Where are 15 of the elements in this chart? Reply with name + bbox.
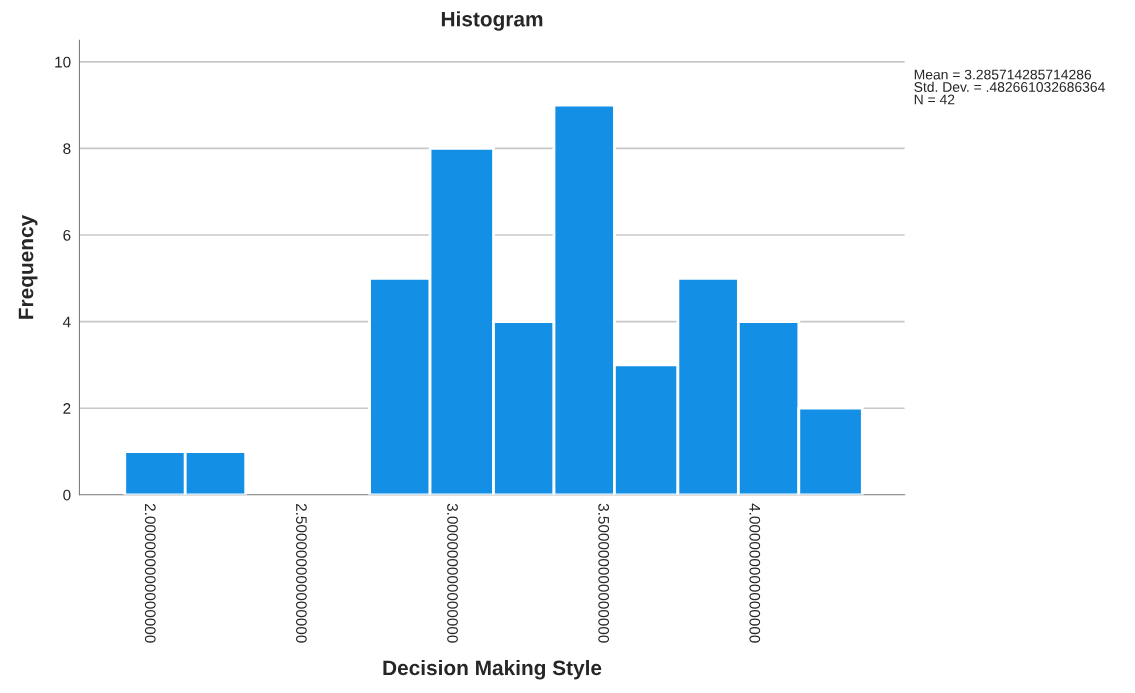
y-tick-label: 6	[63, 229, 71, 241]
x-tick-label: 3.000000000000000	[447, 503, 458, 643]
x-axis-title: Decision Making Style	[383, 659, 602, 680]
y-tick-label: 4	[62, 316, 71, 328]
y-tick-label: 0	[63, 489, 71, 501]
text: Mean = 3.285714285714286 Std. Dev. = .482661032686364 N = 42	[914, 69, 1105, 105]
y-axis-title: Frequency	[18, 214, 38, 319]
chart-title: Histogram	[441, 11, 543, 31]
y-tick-label: 8	[63, 143, 71, 155]
y-tick-label: 10	[55, 56, 71, 68]
x-tick-label: 2.000000000000000	[144, 503, 156, 643]
x-tick-label: 2.500000000000000	[295, 503, 307, 643]
x-tick-label: 4.000000000000000	[749, 503, 761, 643]
y-tick-label: 2	[63, 403, 71, 414]
x-tick-label: 3.500000000000000	[598, 503, 610, 643]
